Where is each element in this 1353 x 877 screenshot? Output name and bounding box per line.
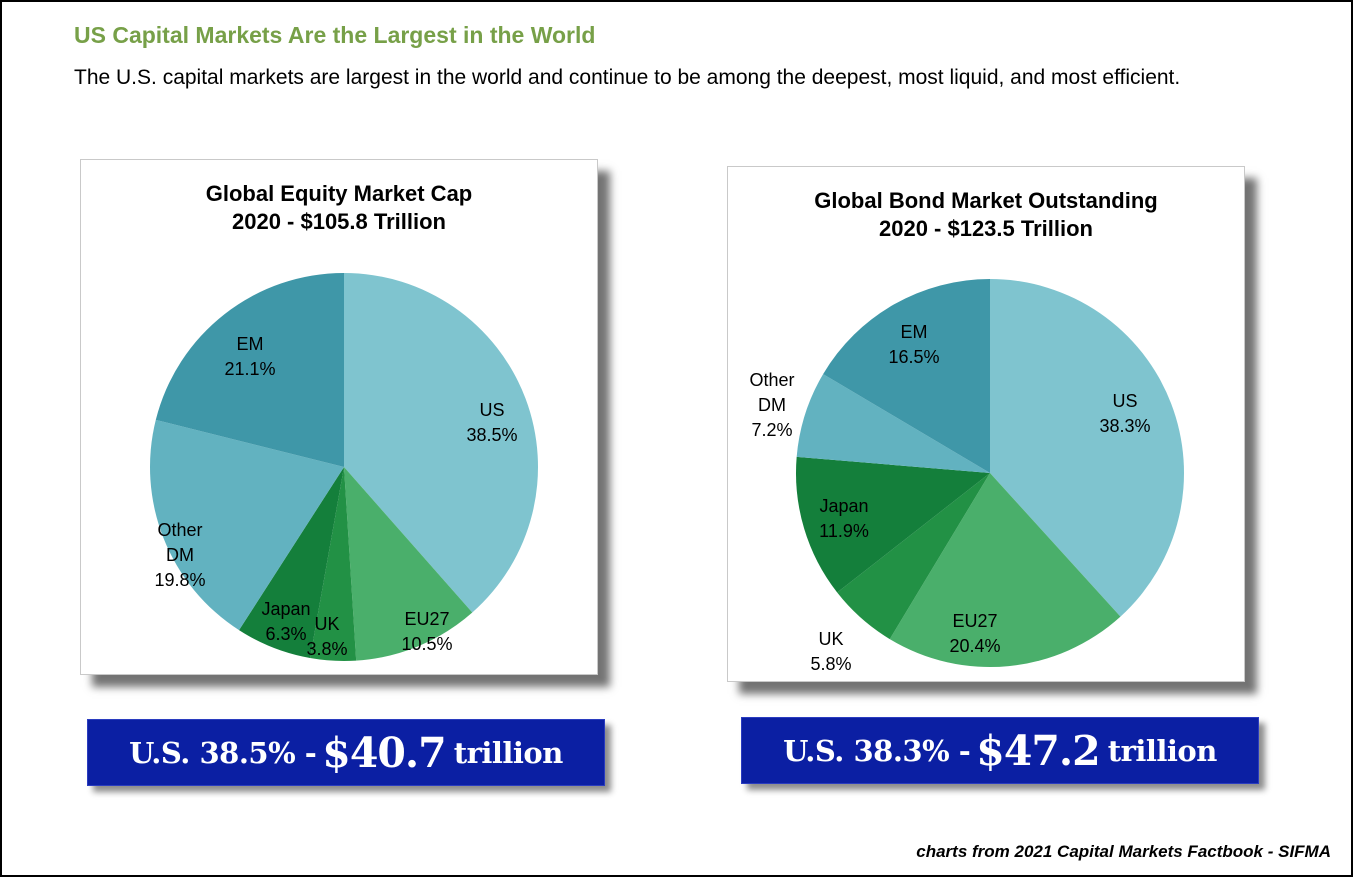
equity-banner-prefix: U.S. 38.5% -: [129, 735, 317, 770]
equity-label-japan-value: 6.3%: [265, 624, 306, 644]
bond-label-us-value: 38.3%: [1099, 416, 1150, 436]
page-heading: US Capital Markets Are the Largest in th…: [74, 22, 596, 48]
equity-label-uk: UK 3.8%: [306, 614, 347, 659]
equity-banner-suffix: trillion: [453, 735, 564, 770]
bond-label-other-dm-name: Other: [749, 370, 794, 390]
bond-chart-title-line2: 2020 - $123.5 Trillion: [878, 216, 1093, 241]
bond-label-japan-name: Japan: [819, 496, 868, 516]
equity-slice-uk: [310, 467, 357, 661]
equity-label-uk-value: 3.8%: [306, 639, 347, 659]
equity-slice-japan: [239, 467, 344, 659]
bond-banner-prefix: U.S. 38.3% -: [783, 733, 971, 768]
equity-label-us-name: US: [479, 400, 504, 420]
equity-slice-us: [344, 273, 538, 613]
equity-label-em: EM 21.1%: [224, 334, 275, 379]
bond-chart-title-line1: Global Bond Market Outstanding: [814, 188, 1158, 213]
bond-chart-card: Global Bond Market Outstanding 2020 - $1…: [727, 166, 1245, 682]
equity-label-other-dm-value: 19.8%: [154, 570, 205, 590]
equity-label-em-name: EM: [237, 334, 264, 354]
bond-label-other-dm-name: DM: [758, 395, 786, 415]
equity-label-other-dm: Other DM 19.8%: [154, 520, 205, 590]
equity-label-eu27-name: EU27: [404, 609, 449, 629]
equity-label-japan-name: Japan: [261, 599, 310, 619]
bond-label-us-name: US: [1112, 391, 1137, 411]
bond-label-em-name: EM: [901, 322, 928, 342]
bond-banner-suffix: trillion: [1107, 733, 1218, 768]
bond-us-banner: U.S. 38.3% - $47.2 trillion: [741, 717, 1259, 784]
bond-pie-chart: US 38.3% EU27 20.4% UK 5.8% Japan 11.9% Other DM 7…: [749, 279, 1184, 674]
equity-label-us-value: 38.5%: [466, 425, 517, 445]
equity-label-japan: Japan 6.3%: [261, 599, 310, 644]
equity-label-other-dm-name: Other: [157, 520, 202, 540]
bond-label-japan-value: 11.9%: [819, 521, 869, 541]
bond-label-uk-value: 5.8%: [810, 654, 851, 674]
intro-paragraph: The U.S. capital markets are largest in …: [74, 66, 1181, 89]
equity-chart-title: Global Equity Market Cap 2020 - $105.8 T…: [81, 180, 597, 236]
bond-slice-uk: [837, 473, 990, 640]
bond-label-eu27: EU27 20.4%: [949, 611, 1000, 656]
equity-banner-amount: $40.7: [322, 728, 446, 777]
bond-label-eu27-name: EU27: [952, 611, 997, 631]
bond-label-uk: UK 5.8%: [810, 629, 851, 674]
bond-slice-japan: [796, 456, 990, 593]
bond-label-other-dm: Other DM 7.2%: [749, 370, 794, 440]
equity-chart-title-line1: Global Equity Market Cap: [205, 181, 473, 206]
equity-us-banner: U.S. 38.5% - $40.7 trillion: [87, 719, 605, 786]
bond-label-em-value: 16.5%: [888, 347, 939, 367]
equity-label-em-value: 21.1%: [224, 359, 275, 379]
bond-slice-us: [990, 279, 1184, 617]
bond-label-em: EM 16.5%: [888, 322, 939, 367]
bond-slice-other-dm: [796, 374, 990, 473]
bond-banner-amount: $47.2: [976, 726, 1100, 775]
bond-slice-em: [823, 279, 990, 473]
equity-label-eu27-value: 10.5%: [401, 634, 452, 654]
equity-label-eu27: EU27 10.5%: [401, 609, 452, 654]
equity-chart-title-line2: 2020 - $105.8 Trillion: [231, 209, 446, 234]
bond-label-us: US 38.3%: [1099, 391, 1150, 436]
bond-slice-eu27: [889, 473, 1121, 667]
equity-label-uk-name: UK: [314, 614, 339, 634]
equity-slice-other-dm: [150, 419, 344, 631]
equity-pie-chart: US 38.5% EU27 10.5% UK 3.8% Japan 6.3% Other DM 19…: [150, 273, 538, 661]
bond-label-uk-name: UK: [818, 629, 843, 649]
equity-label-us: US 38.5%: [466, 400, 517, 445]
source-credit: charts from 2021 Capital Markets Factboo…: [916, 842, 1331, 861]
equity-slice-eu27: [344, 467, 473, 661]
equity-slice-em: [155, 273, 344, 467]
equity-label-other-dm-name: DM: [166, 545, 194, 565]
bond-label-eu27-value: 20.4%: [949, 636, 1000, 656]
bond-label-japan: Japan 11.9%: [819, 496, 869, 541]
equity-chart-card: Global Equity Market Cap 2020 - $105.8 T…: [80, 159, 598, 675]
bond-label-other-dm-value: 7.2%: [751, 420, 792, 440]
bond-chart-title: Global Bond Market Outstanding 2020 - $1…: [728, 187, 1244, 243]
